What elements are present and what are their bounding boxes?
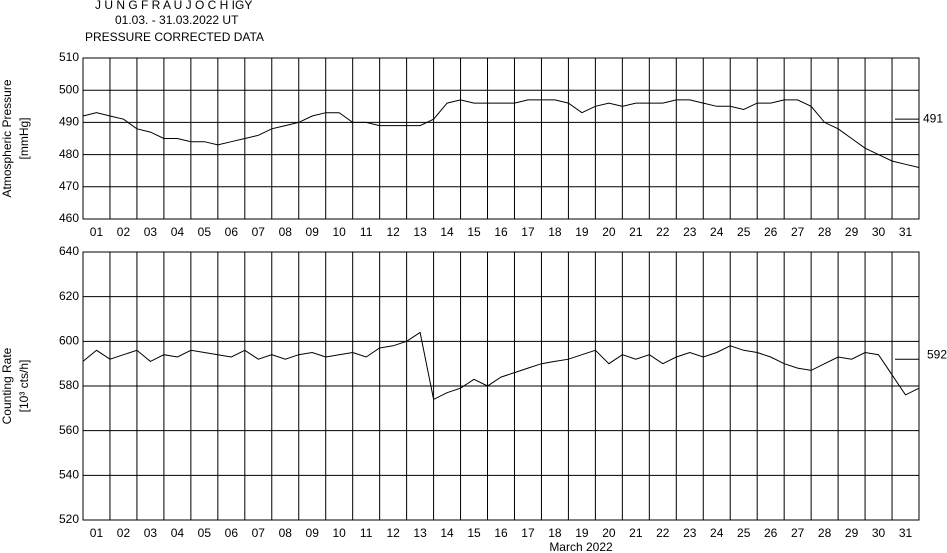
x-tick-label: 14 [440, 225, 454, 239]
x-tick-label: 28 [818, 225, 832, 239]
x-tick-label: 06 [225, 225, 239, 239]
x-tick-label: 26 [764, 225, 778, 239]
y-tick-label: 580 [59, 378, 79, 392]
y-tick-label: 520 [59, 512, 79, 526]
x-tick-label: 24 [710, 526, 724, 540]
subtitle: PRESSURE CORRECTED DATA [85, 30, 264, 44]
x-tick-label: 13 [413, 225, 427, 239]
period: 01.03. - 31.03.2022 UT [115, 13, 239, 27]
x-tick-label: 18 [548, 225, 562, 239]
x-tick-label: 28 [818, 526, 832, 540]
x-tick-label: 26 [764, 526, 778, 540]
x-tick-label: 22 [656, 225, 670, 239]
plot-frame [82, 57, 920, 220]
x-tick-label: 08 [279, 526, 293, 540]
x-tick-label: 31 [899, 225, 913, 239]
x-tick-label: 09 [306, 225, 320, 239]
x-tick-label: 17 [521, 526, 535, 540]
x-tick-label: 08 [279, 225, 293, 239]
x-tick-label: 20 [602, 225, 616, 239]
x-tick-label: 16 [494, 225, 508, 239]
x-tick-label: 19 [575, 526, 589, 540]
plot-frame [82, 251, 920, 521]
x-tick-label: 03 [144, 225, 158, 239]
x-tick-label: 17 [521, 225, 535, 239]
x-tick-label: 10 [333, 526, 347, 540]
y-tick-label: 540 [59, 468, 79, 482]
x-tick-label: 29 [845, 526, 859, 540]
x-tick-label: 09 [306, 526, 320, 540]
x-tick-label: 01 [90, 225, 104, 239]
reference-label: 592 [927, 347, 947, 361]
x-tick-label: 05 [198, 225, 212, 239]
x-tick-label: 02 [117, 225, 131, 239]
y-tick-label: 490 [59, 115, 79, 129]
x-tick-label: 23 [683, 225, 697, 239]
x-tick-label: 31 [899, 526, 913, 540]
y-axis-title: [mmHg] [17, 118, 31, 160]
y-tick-label: 510 [59, 50, 79, 64]
x-tick-label: 07 [252, 225, 266, 239]
x-tick-label: 01 [90, 526, 104, 540]
reference-label: 491 [923, 111, 943, 125]
x-tick-label: 12 [386, 526, 400, 540]
x-tick-label: 25 [737, 526, 751, 540]
x-tick-label: 30 [872, 225, 886, 239]
y-tick-label: 470 [59, 179, 79, 193]
x-axis-title: March 2022 [549, 540, 613, 553]
x-tick-label: 14 [440, 526, 454, 540]
x-tick-label: 24 [710, 225, 724, 239]
x-tick-label: 21 [629, 526, 643, 540]
x-tick-label: 02 [117, 526, 131, 540]
x-tick-label: 07 [252, 526, 266, 540]
x-tick-label: 22 [656, 526, 670, 540]
x-tick-label: 19 [575, 225, 589, 239]
y-tick-label: 460 [59, 211, 79, 225]
x-tick-label: 30 [872, 526, 886, 540]
x-tick-label: 27 [791, 225, 805, 239]
x-tick-label: 05 [198, 526, 212, 540]
x-tick-label: 10 [333, 225, 347, 239]
y-tick-label: 620 [59, 289, 79, 303]
x-tick-label: 25 [737, 225, 751, 239]
data-line [82, 331, 920, 401]
x-tick-label: 03 [144, 526, 158, 540]
x-tick-label: 11 [360, 526, 373, 540]
x-tick-label: 15 [467, 526, 481, 540]
y-axis-title: Atmospheric Pressure [0, 79, 14, 197]
x-tick-label: 11 [360, 225, 373, 239]
y-axis-title: Counting Rate [0, 347, 14, 424]
y-axis-title: [10³ cts/h] [17, 360, 31, 413]
y-tick-label: 560 [59, 423, 79, 437]
x-tick-label: 18 [548, 526, 562, 540]
x-tick-label: 15 [467, 225, 481, 239]
x-tick-label: 29 [845, 225, 859, 239]
y-tick-label: 600 [59, 334, 79, 348]
x-tick-label: 12 [386, 225, 400, 239]
x-tick-label: 04 [171, 526, 185, 540]
x-tick-label: 04 [171, 225, 185, 239]
x-tick-label: 23 [683, 526, 697, 540]
y-tick-label: 640 [59, 244, 79, 258]
x-tick-label: 16 [494, 526, 508, 540]
x-tick-label: 21 [629, 225, 643, 239]
x-tick-label: 13 [413, 526, 427, 540]
x-tick-label: 27 [791, 526, 805, 540]
y-tick-label: 480 [59, 147, 79, 161]
y-tick-label: 500 [59, 82, 79, 96]
data-line [82, 99, 920, 168]
x-tick-label: 20 [602, 526, 616, 540]
x-tick-label: 06 [225, 526, 239, 540]
station-title: J U N G F R A U J O C H IGY [95, 0, 252, 12]
